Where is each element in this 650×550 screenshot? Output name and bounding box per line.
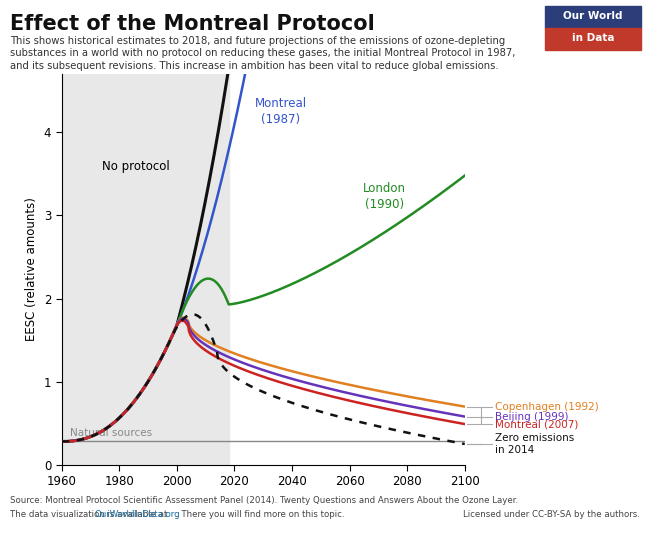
Text: and its subsequent revisions. This increase in ambition has been vital to reduce: and its subsequent revisions. This incre… <box>10 61 499 71</box>
Text: OurWorldInData.org: OurWorldInData.org <box>94 510 180 519</box>
Text: Our World: Our World <box>563 11 623 21</box>
Text: Effect of the Montreal Protocol: Effect of the Montreal Protocol <box>10 14 374 34</box>
Bar <box>545 6 641 28</box>
Y-axis label: EESC (relative amounts): EESC (relative amounts) <box>25 197 38 342</box>
Text: Montreal (2007): Montreal (2007) <box>495 419 578 429</box>
Text: in Data: in Data <box>571 33 614 43</box>
Text: Copenhagen (1992): Copenhagen (1992) <box>495 402 599 411</box>
Text: This shows historical estimates to 2018, and future projections of the emissions: This shows historical estimates to 2018,… <box>10 36 505 46</box>
Bar <box>62 74 229 465</box>
Text: Montreal
(1987): Montreal (1987) <box>254 97 307 126</box>
Text: London
(1990): London (1990) <box>363 183 406 211</box>
Bar <box>545 28 641 50</box>
Text: No protocol: No protocol <box>102 160 170 173</box>
Text: Beijing (1999): Beijing (1999) <box>495 411 569 421</box>
Text: . There you will find more on this topic.: . There you will find more on this topic… <box>176 510 344 519</box>
Text: substances in a world with no protocol on reducing these gases, the initial Mont: substances in a world with no protocol o… <box>10 48 515 58</box>
Text: Licensed under CC-BY-SA by the authors.: Licensed under CC-BY-SA by the authors. <box>463 510 640 519</box>
Text: Natural sources: Natural sources <box>70 428 153 438</box>
Text: The data visualization is available at: The data visualization is available at <box>10 510 170 519</box>
Text: Source: Montreal Protocol Scientific Assessment Panel (2014). Twenty Questions a: Source: Montreal Protocol Scientific Ass… <box>10 496 518 505</box>
Text: Zero emissions
in 2014: Zero emissions in 2014 <box>495 433 575 455</box>
